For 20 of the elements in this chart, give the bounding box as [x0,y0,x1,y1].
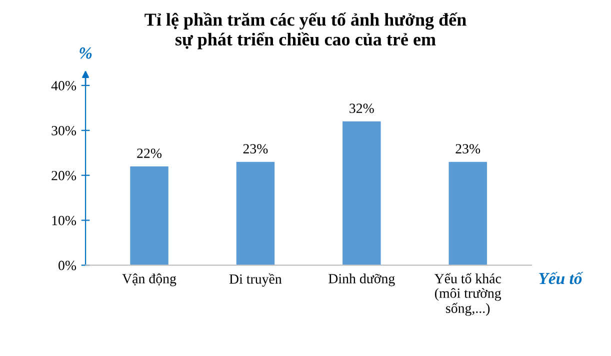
y-tick-label: 0% [58,260,76,270]
data-label: 22% [137,148,162,158]
bar [236,162,275,266]
data-label: 23% [243,144,268,154]
x-axis-title: Yếu tố [539,272,584,284]
x-tick-label: Dinh dưỡng [328,274,395,286]
bar [448,162,487,266]
x-tick-label: Vận động [122,274,176,286]
y-tick-label: 10% [52,216,76,226]
data-label: 32% [350,104,374,114]
y-axis-title: % [80,47,92,59]
data-label: 23% [456,144,480,154]
bar [342,121,381,266]
y-tick-label: 30% [52,126,76,136]
bar [130,166,168,266]
y-tick-label: 20% [52,170,76,180]
x-tick-label: Yếu tố khác (môi trường sống,...) [434,273,502,316]
x-tick-label: Di truyền [229,274,282,287]
chart-title: Tỉ lệ phần trăm các yếu tố ảnh hưởng đến sự phát triển chiều cao của trẻ em [144,12,466,50]
y-tick-label: 40% [51,81,76,90]
